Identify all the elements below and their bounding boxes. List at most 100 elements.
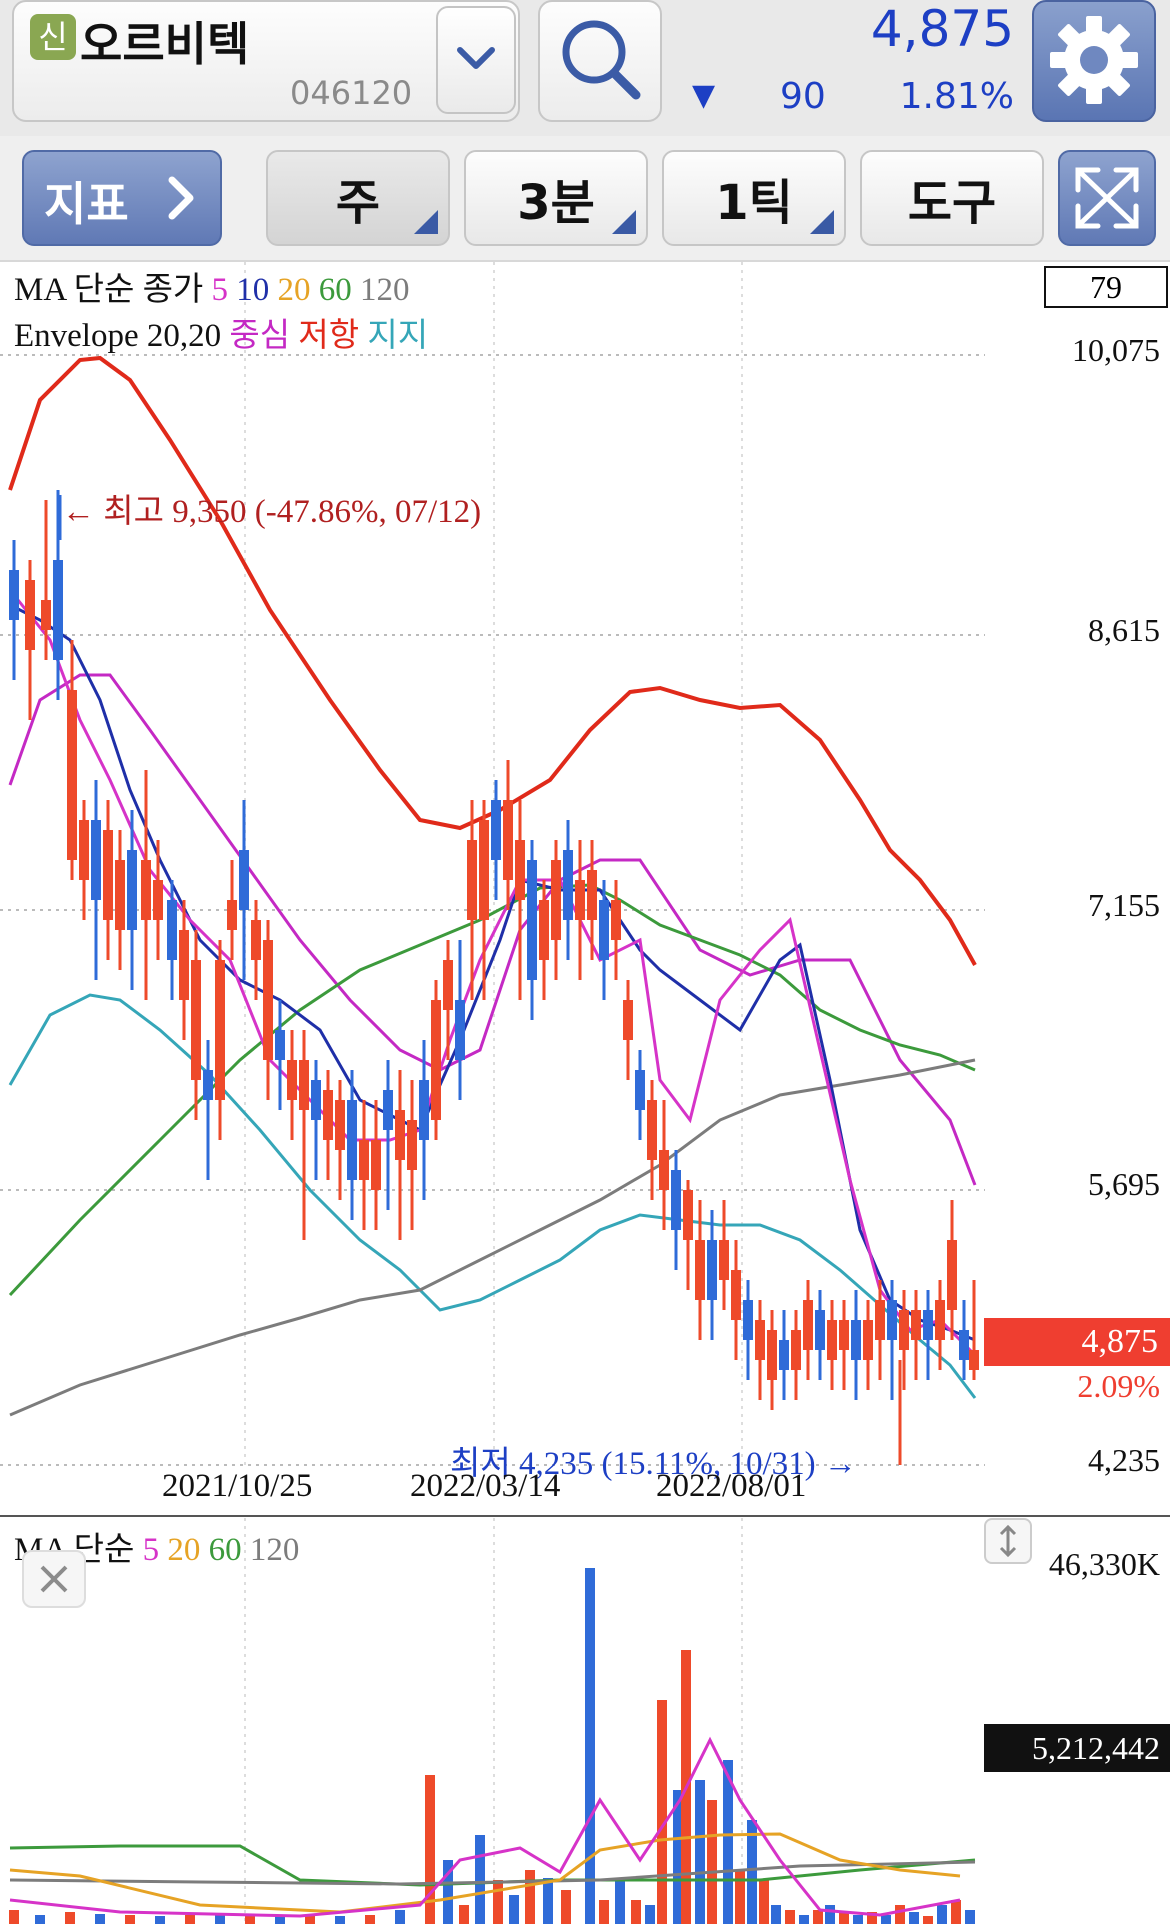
volume-bar: [735, 1870, 745, 1924]
candle-body: [407, 1120, 417, 1170]
volume-bar: [305, 1915, 315, 1924]
volume-bar: [335, 1916, 345, 1924]
volume-bar: [853, 1915, 863, 1924]
candle-body: [347, 1100, 357, 1180]
resize-handle[interactable]: [984, 1518, 1032, 1564]
x-tick-label: 2021/10/25: [162, 1468, 313, 1504]
volume-bar: [799, 1915, 809, 1924]
volume-bar: [443, 1860, 453, 1924]
candle-body: [491, 800, 501, 860]
candle-body: [311, 1080, 321, 1120]
candle-body: [41, 600, 51, 630]
axis-top-box: 79: [1044, 266, 1168, 308]
price-chart[interactable]: [0, 262, 1170, 1924]
envelope-resist-line: [8, 355, 977, 966]
candle-body: [575, 880, 585, 920]
volume-legend-20: 20: [167, 1532, 201, 1568]
ma120-line: [9, 1058, 976, 1417]
volume-max-label: 46,330K: [1048, 1546, 1160, 1582]
candle-body: [659, 1150, 669, 1190]
candle-body: [671, 1170, 681, 1230]
tools-button[interactable]: 도구: [860, 150, 1044, 246]
ma-legend-title: MA 단순 종가: [14, 272, 204, 308]
chevron-down-icon: [457, 47, 495, 69]
volume-bar: [459, 1905, 469, 1924]
volume-bar: [631, 1900, 641, 1924]
candle-body: [935, 1300, 945, 1340]
candle-body: [479, 820, 489, 920]
volume-ma20-line: [9, 1832, 961, 1914]
volume-bar: [155, 1916, 165, 1924]
minute-label: 3분: [517, 175, 595, 231]
settings-button[interactable]: [1032, 0, 1156, 122]
candle-body: [419, 1080, 429, 1140]
volume-bar: [839, 1912, 849, 1924]
candle-body: [815, 1310, 825, 1350]
indicator-button[interactable]: 지표: [22, 150, 222, 246]
volume-legend-60: 60: [208, 1532, 242, 1568]
volume-current-box: 5,212,442: [984, 1724, 1170, 1772]
top-header: 신 오르비텍 046120 4,875 ▼ 90 1.81%: [0, 0, 1170, 138]
ma-legend-20: 20: [277, 272, 311, 308]
volume-bar: [965, 1910, 975, 1924]
candle-body: [395, 1110, 405, 1160]
envelope-center-line: [8, 673, 977, 1186]
close-panel-button[interactable]: [22, 1550, 86, 1608]
period-button[interactable]: 주: [266, 150, 450, 246]
volume-bar: [825, 1905, 835, 1924]
candle-body: [707, 1240, 717, 1300]
volume-bar: [771, 1905, 781, 1924]
candle-body: [383, 1090, 393, 1130]
volume-bar: [543, 1878, 553, 1924]
candle-body: [743, 1300, 753, 1340]
candle-body: [969, 1350, 979, 1370]
candle-body: [141, 860, 151, 920]
candle-body: [25, 580, 35, 650]
x-tick-label: 2022/03/14: [410, 1468, 561, 1504]
candle-body: [551, 860, 561, 940]
candle-body: [191, 960, 201, 1080]
volume-bar: [923, 1916, 933, 1924]
candle-body: [755, 1320, 765, 1360]
candle-body: [227, 900, 237, 930]
credit-badge: 신: [30, 14, 76, 60]
candle-body: [299, 1060, 309, 1110]
candle-body: [239, 850, 249, 910]
candle-body: [153, 880, 163, 920]
candle-body: [899, 1310, 909, 1350]
candle-body: [803, 1300, 813, 1350]
candle-body: [443, 960, 453, 1010]
price-tick-label: 10,075: [1072, 332, 1160, 368]
candle-body: [959, 1330, 969, 1360]
minute-button[interactable]: 3분: [464, 150, 648, 246]
candle-body: [587, 870, 597, 920]
volume-bar: [747, 1820, 757, 1924]
candle-body: [359, 1140, 369, 1180]
volume-bar: [645, 1905, 655, 1924]
volume-bar: [937, 1905, 947, 1924]
candle-body: [539, 900, 549, 960]
candle-body: [251, 920, 261, 960]
volume-bar: [509, 1895, 519, 1924]
candle-body: [515, 840, 525, 900]
volume-bar: [951, 1900, 961, 1924]
fullscreen-button[interactable]: [1058, 150, 1156, 246]
candle-body: [647, 1100, 657, 1160]
dropdown-button[interactable]: [436, 6, 516, 114]
search-icon: [562, 20, 641, 100]
candle-body: [371, 1140, 381, 1190]
volume-bar: [813, 1910, 823, 1924]
volume-bar: [95, 1914, 105, 1924]
x-tick-label: 2022/08/01: [656, 1468, 807, 1504]
change-value: 90: [780, 76, 826, 117]
volume-bar: [275, 1916, 285, 1924]
candle-body: [599, 900, 609, 960]
candle-body: [851, 1320, 861, 1360]
volume-bar: [599, 1900, 609, 1924]
stock-selector[interactable]: 신 오르비텍 046120: [12, 0, 520, 122]
candle-body: [863, 1320, 873, 1360]
search-button[interactable]: [538, 0, 662, 122]
candle-body: [635, 1070, 645, 1110]
volume-bar: [493, 1880, 503, 1924]
tick-button[interactable]: 1틱: [662, 150, 846, 246]
